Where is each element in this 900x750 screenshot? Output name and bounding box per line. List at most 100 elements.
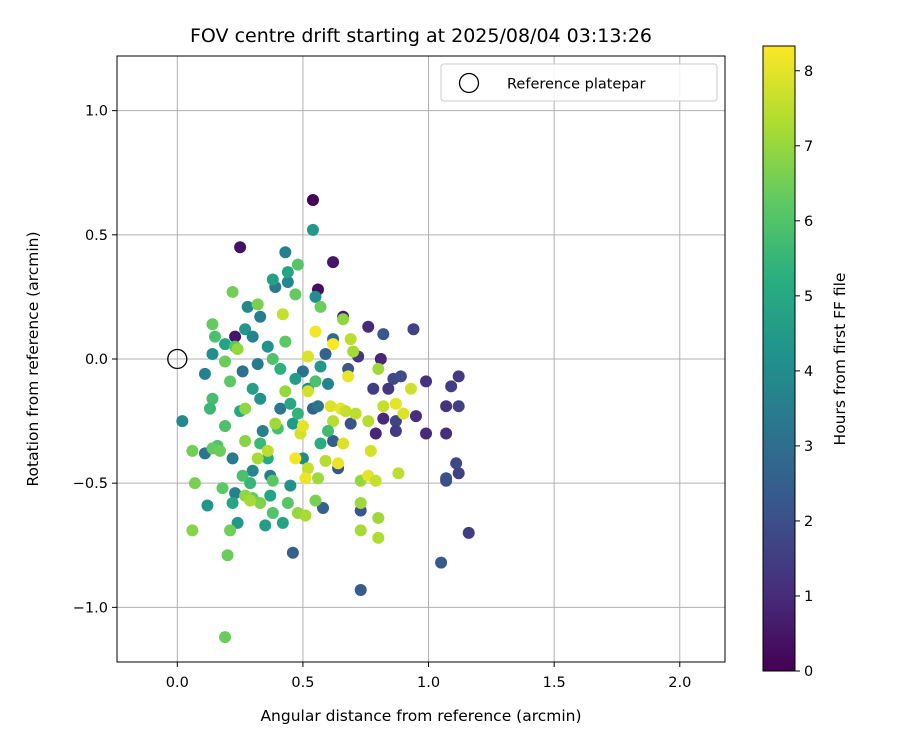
scatter-point [372, 531, 385, 544]
scatter-point [420, 375, 433, 388]
scatter-point [354, 583, 367, 596]
scatter-point [224, 524, 237, 537]
scatter-point [296, 365, 309, 378]
scatter-point [274, 362, 287, 375]
scatter-point [226, 285, 239, 298]
colorbar-tick-label: 7 [804, 139, 813, 155]
colorbar-tick-label: 0 [804, 664, 813, 680]
y-tick-label: 1.0 [85, 104, 108, 120]
scatter-point [229, 487, 242, 500]
scatter-point [389, 425, 402, 438]
scatter-point [324, 400, 337, 413]
x-tick-label: 1.0 [417, 675, 440, 691]
scatter-point [251, 298, 264, 311]
scatter-point [231, 516, 244, 529]
scatter-point [279, 246, 292, 259]
scatter-point [344, 417, 357, 430]
scatter-point [259, 519, 272, 532]
scatter-point [452, 370, 465, 383]
x-axis-label: Angular distance from reference (arcmin) [260, 707, 581, 725]
colorbar-tick-label: 2 [804, 514, 813, 530]
scatter-point [364, 444, 377, 457]
scatter-point [404, 382, 417, 395]
scatter-point [450, 457, 463, 470]
scatter-point [309, 375, 322, 388]
scatter-point [289, 372, 302, 385]
chart-title: FOV centre drift starting at 2025/08/04 … [190, 25, 652, 47]
colorbar-tick-label: 6 [804, 214, 813, 230]
colorbar-tick-label: 8 [804, 64, 813, 80]
scatter-point [291, 407, 304, 420]
scatter-point [281, 276, 294, 289]
scatter-point [389, 415, 402, 428]
x-tick-label: 2.0 [668, 675, 691, 691]
scatter-point [286, 417, 299, 430]
scatter-point [286, 546, 299, 559]
scatter-point [440, 400, 453, 413]
colorbar-tick-label: 1 [804, 589, 813, 605]
scatter-point [256, 425, 269, 438]
x-tick-label: 0.0 [166, 675, 189, 691]
scatter-point [342, 370, 355, 383]
scatter-point [362, 415, 375, 428]
scatter-point [239, 402, 252, 415]
scatter-point [377, 412, 390, 425]
scatter-point [221, 549, 234, 562]
scatter-point [344, 333, 357, 346]
scatter-point [311, 472, 324, 485]
scatter-point [219, 631, 232, 644]
colorbar-frame [762, 45, 796, 672]
legend-label: Reference platepar [507, 77, 645, 93]
scatter-point [462, 526, 475, 539]
scatter-point [284, 397, 297, 410]
y-tick-label: 0.5 [85, 228, 108, 244]
scatter-point [337, 437, 350, 450]
scatter-point [206, 318, 219, 331]
scatter-point [362, 320, 375, 333]
scatter-point [279, 335, 292, 348]
scatter-point [322, 377, 335, 390]
colorbar-tick-label: 3 [804, 439, 813, 455]
scatter-point [176, 415, 189, 428]
scatter-point [266, 353, 279, 365]
scatter-point [236, 365, 249, 378]
scatter-point [236, 469, 249, 482]
scatter-point [347, 345, 360, 358]
scatter-point [261, 444, 274, 457]
scatter-point [276, 516, 289, 529]
scatter-point [319, 348, 332, 361]
scatter-point [354, 524, 367, 537]
scatter-point [296, 420, 309, 433]
scatter-point [246, 382, 259, 395]
scatter-point [241, 300, 254, 313]
colorbar-tick-label: 4 [804, 364, 813, 380]
scatter-point [369, 474, 382, 487]
scatter-point [219, 338, 232, 351]
scatter-point [309, 325, 322, 338]
scatter-point [314, 360, 327, 373]
scatter-point [382, 382, 395, 395]
scatter-point [266, 474, 279, 487]
scatter-point [266, 273, 279, 286]
reference-marker-layer [167, 348, 188, 370]
scatter-point [261, 340, 274, 353]
scatter-point [186, 524, 199, 537]
scatter-point [186, 444, 199, 457]
scatter-point [203, 402, 216, 415]
colorbar-label: Hours from first FF file [831, 273, 849, 446]
scatter-point [251, 357, 264, 370]
scatter-point [354, 497, 367, 510]
scatter-point [372, 362, 385, 375]
scatter-point [301, 385, 314, 398]
scatter-point [394, 370, 407, 383]
scatter-point [226, 497, 239, 510]
y-axis-label: Rotation from reference (arcmin) [24, 231, 42, 486]
legend-marker-open-circle [458, 72, 480, 94]
legend: Reference platepar [440, 63, 718, 102]
scatter-point [244, 494, 257, 507]
scatter-point [254, 392, 267, 405]
scatter-point [319, 454, 332, 467]
scatter-point [264, 489, 277, 502]
scatter-point [367, 382, 380, 395]
